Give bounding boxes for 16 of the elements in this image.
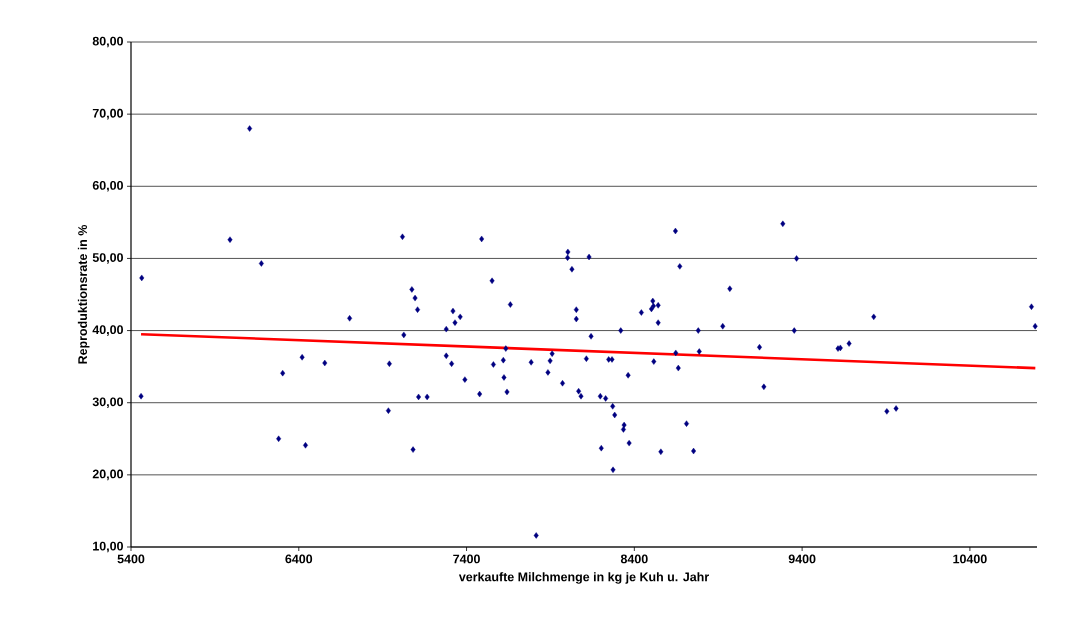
x-tick-label: 8400	[620, 554, 648, 564]
x-tick-label: 6400	[285, 554, 313, 564]
y-tick-label: 80,00	[92, 36, 123, 48]
y-tick-label: 40,00	[92, 325, 123, 336]
y-tick-label: 50,00	[92, 253, 123, 264]
x-tick-label: 5400	[117, 554, 145, 564]
y-tick-label: 10,00	[93, 541, 123, 553]
x-tick-label: 7400	[453, 554, 480, 564]
y-axis-title: Reproduktionsrate in %	[77, 224, 90, 364]
y-tick-label: 30,00	[92, 397, 123, 409]
y-tick-label: 70,00	[92, 108, 123, 120]
x-axis-title: verkaufte Milchmenge in kg je Kuh u. Jahr	[458, 572, 709, 584]
y-tick-label: 20,00	[92, 469, 123, 481]
x-tick-label: 9400	[788, 554, 816, 564]
y-tick-label: 60,00	[92, 180, 123, 192]
x-tick-label: 10400	[953, 554, 987, 564]
